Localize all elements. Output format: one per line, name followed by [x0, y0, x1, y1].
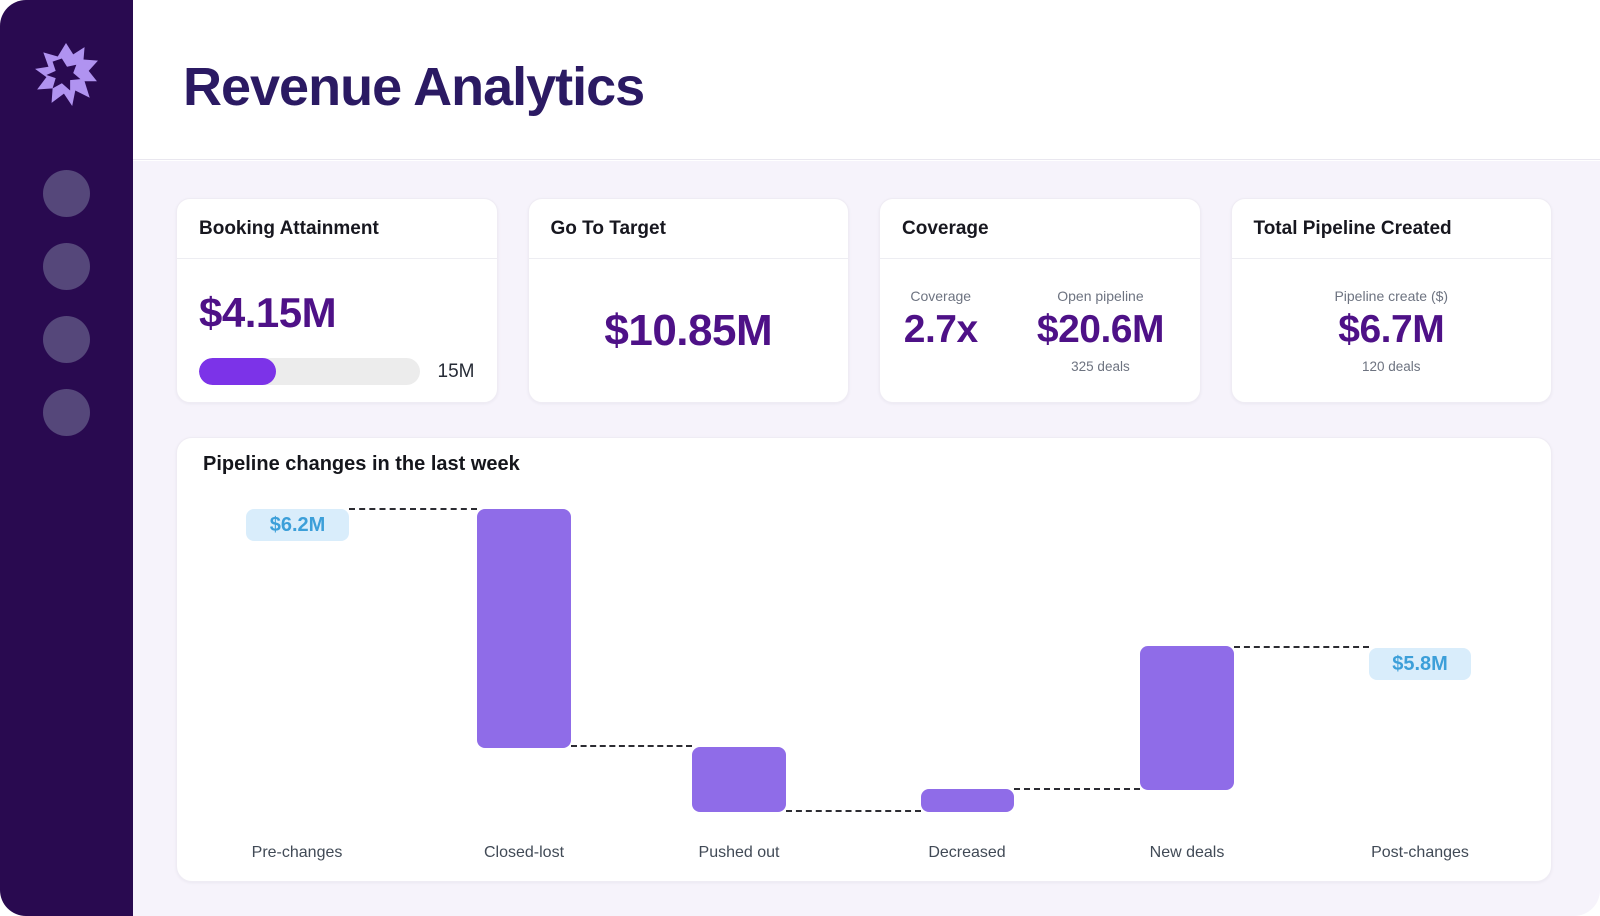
card-title: Coverage: [880, 199, 1200, 259]
connector-pre-to-closed-lost: [349, 508, 477, 510]
app-logo-starburst-icon: [35, 43, 98, 106]
connector-pushed-out-to-decreased: [786, 810, 921, 812]
coverage-label: Coverage: [910, 288, 972, 304]
axis-label-new-deals: New deals: [1149, 844, 1225, 861]
nav-item-dot-3[interactable]: [43, 316, 90, 363]
chart-title: Pipeline changes in the last week: [203, 453, 520, 475]
card-title: Go To Target: [528, 199, 848, 259]
booking-attainment-value: $4.15M: [199, 289, 337, 336]
new-deals-bar: [1140, 646, 1234, 790]
card-go-to-target: Go To Target $10.85M: [527, 198, 849, 403]
content-area: Booking Attainment $4.15M 15M Go To Targ…: [133, 161, 1600, 916]
booking-progress-bar: [199, 358, 420, 385]
pipeline-create-label: Pipeline create ($): [1334, 288, 1449, 304]
axis-label-closed-lost: Closed-lost: [483, 844, 565, 861]
connector-decreased-to-new-deals: [1014, 788, 1140, 790]
connector-new-deals-to-post: [1234, 646, 1369, 648]
nav-item-dot-4[interactable]: [43, 389, 90, 436]
axis-label-pushed-out: Pushed out: [698, 844, 780, 861]
go-to-target-value: $10.85M: [604, 305, 773, 355]
axis-label-decreased: Decreased: [928, 844, 1006, 861]
booking-target-label: 15M: [437, 360, 475, 382]
open-pipeline-deals: 325 deals: [1071, 359, 1130, 374]
page-header: Revenue Analytics: [133, 0, 1600, 160]
coverage-value: 2.7x: [903, 308, 978, 351]
pushed-out-bar: [692, 747, 786, 812]
pipeline-changes-chart-card: Pipeline changes in the last week $6.2M …: [176, 437, 1552, 882]
sidebar-nav: [0, 170, 133, 436]
page-title: Revenue Analytics: [183, 56, 645, 117]
kpi-row: Booking Attainment $4.15M 15M Go To Targ…: [176, 198, 1552, 403]
open-pipeline-label: Open pipeline: [1057, 288, 1144, 304]
card-coverage: Coverage Coverage 2.7x Open pipeline $20…: [879, 198, 1201, 403]
card-booking-attainment: Booking Attainment $4.15M 15M: [176, 198, 498, 403]
open-pipeline-metric: Open pipeline $20.6M 325 deals: [1001, 288, 1199, 402]
nav-item-dot-2[interactable]: [43, 243, 90, 290]
sidebar: [0, 0, 133, 916]
card-title: Total Pipeline Created: [1231, 199, 1551, 259]
pre-changes-value-badge: $6.2M: [246, 509, 349, 541]
nav-item-dot-1[interactable]: [43, 170, 90, 217]
booking-progress-row: 15M: [199, 358, 475, 385]
decreased-bar: [921, 789, 1014, 812]
coverage-metric: Coverage 2.7x: [880, 288, 1001, 402]
axis-label-post-changes: Post-changes: [1371, 844, 1469, 861]
connector-closed-lost-to-pushed-out: [571, 745, 692, 747]
card-title: Booking Attainment: [177, 199, 497, 259]
card-total-pipeline-created: Total Pipeline Created Pipeline create (…: [1230, 198, 1552, 403]
booking-progress-fill: [199, 358, 277, 385]
closed-lost-bar: [477, 509, 571, 748]
main-area: Revenue Analytics Booking Attainment $4.…: [133, 0, 1600, 916]
axis-label-pre-changes: Pre-changes: [251, 844, 343, 861]
pipeline-create-deals: 120 deals: [1361, 359, 1421, 374]
pipeline-create-value: $6.7M: [1338, 308, 1445, 351]
open-pipeline-value: $20.6M: [1036, 308, 1165, 351]
post-changes-value-badge: $5.8M: [1369, 648, 1471, 680]
